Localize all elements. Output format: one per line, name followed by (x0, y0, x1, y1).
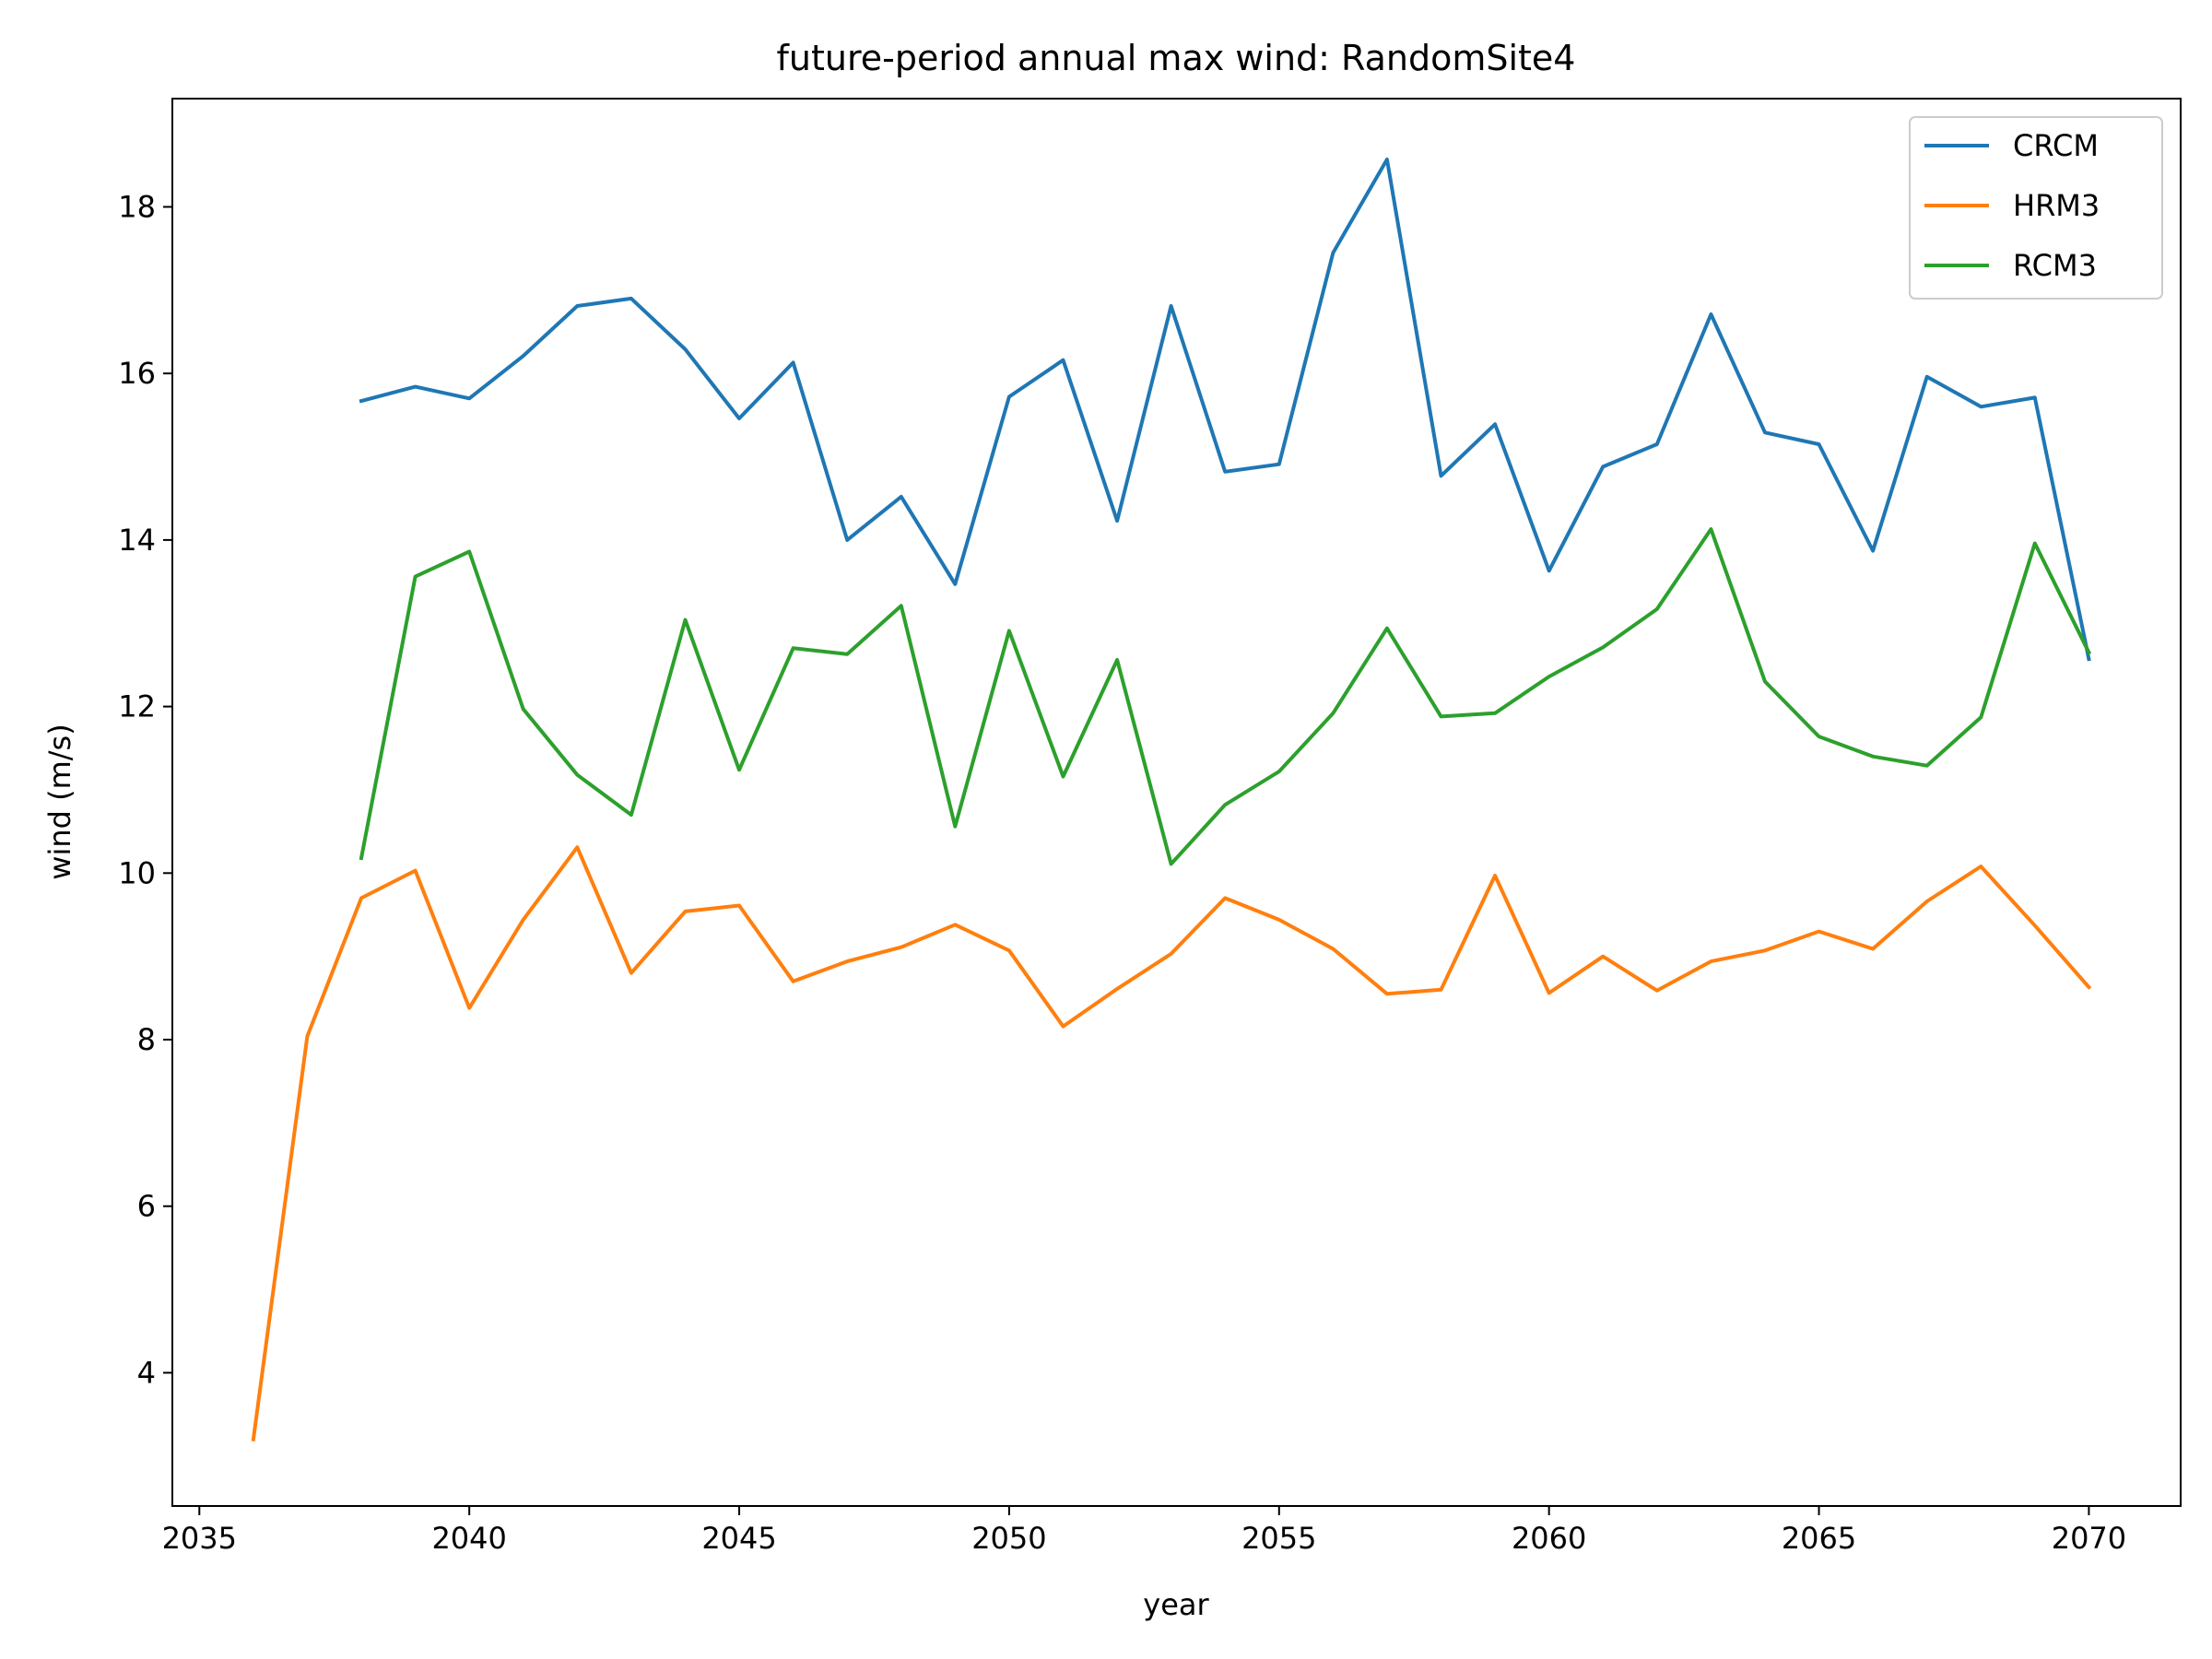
y-tick-label: 4 (137, 1355, 156, 1390)
y-tick-label: 14 (118, 523, 156, 558)
plot-area (251, 158, 2092, 1441)
chart-title: future-period annual max wind: RandomSit… (777, 38, 1576, 78)
y-axis-label: wind (m/s) (42, 724, 77, 879)
legend-box (1909, 116, 2163, 300)
series-line-rcm3 (359, 527, 2092, 866)
y-tick-label: 8 (137, 1022, 156, 1057)
x-axis-label: year (1143, 1587, 1209, 1622)
legend-label-crcm: CRCM (2013, 128, 2099, 163)
x-tick-label: 2065 (1782, 1521, 1856, 1556)
legend-label-rcm3: RCM3 (2013, 248, 2097, 283)
x-tick-label: 2060 (1512, 1521, 1586, 1556)
legend: CRCM HRM3 RCM3 (1909, 116, 2163, 300)
y-tick-label: 10 (118, 855, 156, 890)
x-tick-label: 2035 (162, 1521, 237, 1556)
x-tick-label: 2045 (701, 1521, 776, 1556)
y-tick-label: 18 (118, 189, 156, 224)
x-tick-label: 2040 (431, 1521, 506, 1556)
y-tick-label: 16 (118, 356, 156, 391)
y-tick-label: 6 (137, 1189, 156, 1224)
y-tick-label: 12 (118, 689, 156, 724)
x-tick-label: 2050 (971, 1521, 1046, 1556)
axis-ticks: 2035 2040 2045 2050 2055 2060 2065 2070 4 6 8 10 12 1… (118, 189, 2126, 1556)
x-tick-label: 2070 (2052, 1521, 2126, 1556)
legend-label-hrm3: HRM3 (2013, 188, 2100, 223)
series-line-crcm (359, 158, 2091, 662)
axes-frame (171, 98, 2182, 1507)
x-tick-label: 2055 (1241, 1521, 1316, 1556)
series-line-hrm3 (251, 845, 2092, 1441)
